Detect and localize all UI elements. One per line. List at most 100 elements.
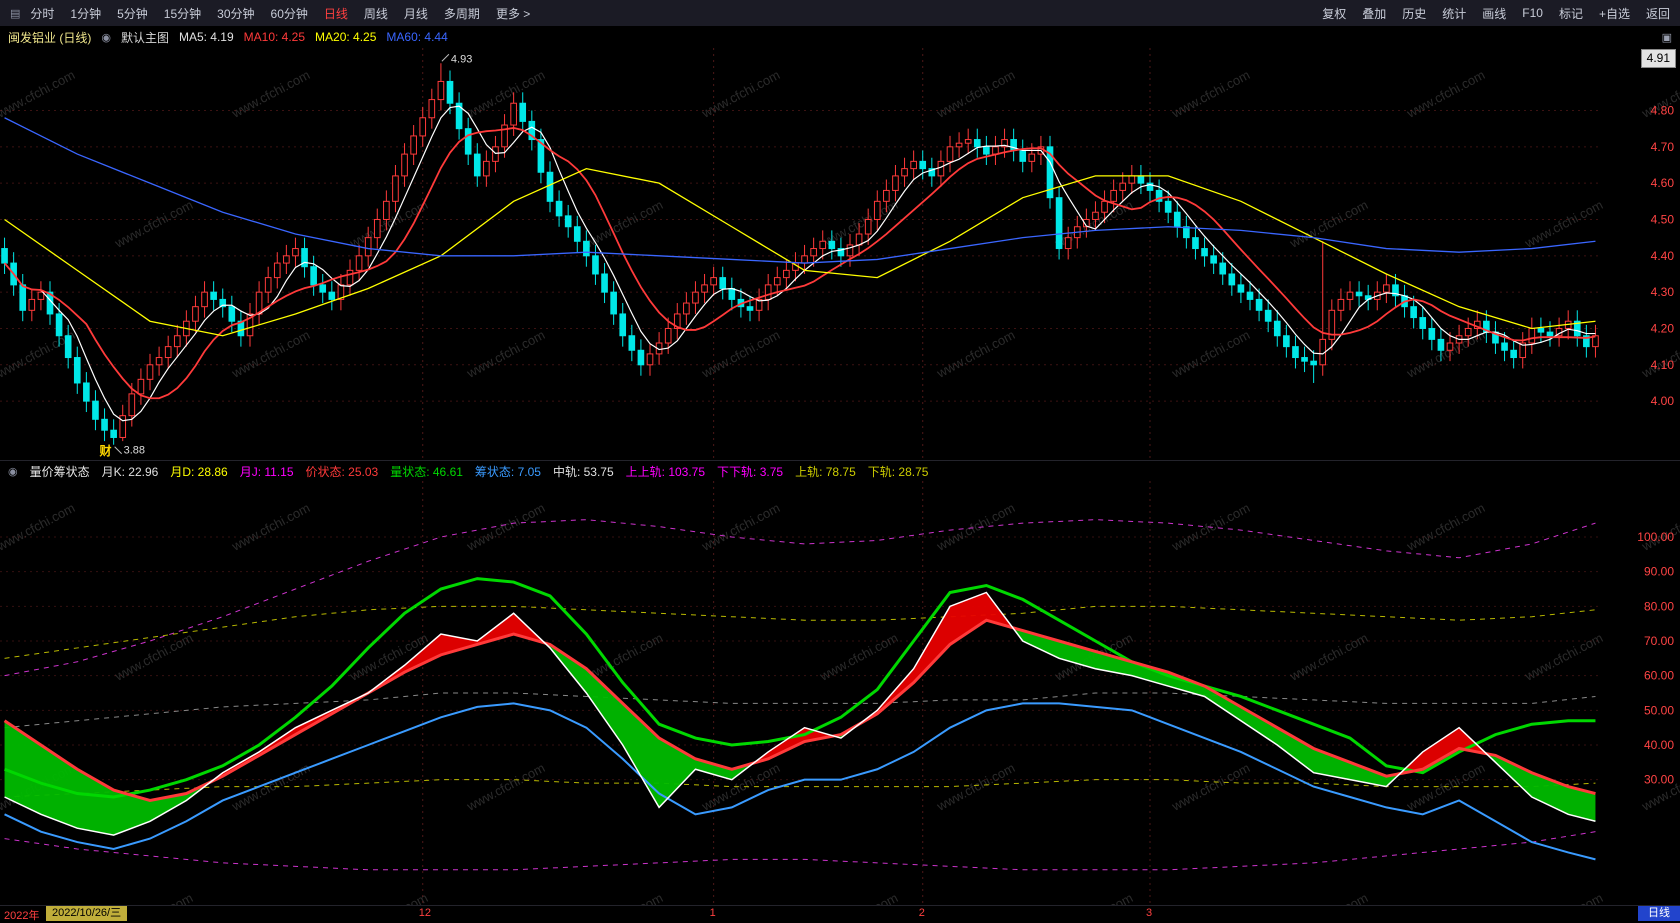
tab-daily[interactable]: 日线 (323, 6, 348, 21)
svg-text:www.cfchi.com: www.cfchi.com (581, 197, 665, 251)
svg-text:www.cfchi.com: www.cfchi.com (581, 457, 665, 460)
svg-text:80.00: 80.00 (1644, 599, 1674, 613)
svg-text:www.cfchi.com: www.cfchi.com (816, 457, 900, 460)
svg-text:www.cfchi.com: www.cfchi.com (1286, 457, 1370, 460)
svg-text:www.cfchi.com: www.cfchi.com (1286, 890, 1370, 905)
svg-text:4.20: 4.20 (1651, 321, 1675, 335)
svg-text:www.cfchi.com: www.cfchi.com (1521, 197, 1605, 251)
indicator-value-upper-band: 上轨: 78.75 (795, 464, 856, 479)
tab-weekly[interactable]: 周线 (363, 6, 388, 21)
svg-text:60.00: 60.00 (1644, 669, 1674, 683)
svg-text:www.cfchi.com: www.cfchi.com (1168, 67, 1252, 121)
svg-text:4.00: 4.00 (1651, 394, 1675, 408)
svg-text:www.cfchi.com: www.cfchi.com (698, 67, 782, 121)
svg-text:www.cfchi.com: www.cfchi.com (1051, 197, 1135, 251)
tab-15min[interactable]: 15分钟 (163, 6, 202, 21)
toolbar: ▤ 分时 1分钟 5分钟 15分钟 30分钟 60分钟 日线 周线 月线 多周期… (0, 0, 1680, 26)
svg-text:www.cfchi.com: www.cfchi.com (346, 457, 430, 460)
month-label: 2 (918, 907, 925, 919)
indicator-value-chip-state: 筹状态: 7.05 (474, 464, 541, 479)
svg-text:www.cfchi.com: www.cfchi.com (933, 67, 1017, 121)
tab-monthly[interactable]: 月线 (403, 6, 428, 21)
ma10-label: MA10: 4.25 (243, 30, 306, 44)
ma20-label: MA20: 4.25 (315, 30, 377, 44)
svg-text:www.cfchi.com: www.cfchi.com (111, 457, 195, 460)
date-axis-bar: 2022年 2022/10/26/三 12 1 2 3 日线 (0, 905, 1680, 922)
svg-text:www.cfchi.com: www.cfchi.com (0, 500, 77, 554)
stock-title[interactable]: 闽发铝业 (日线) (8, 30, 92, 45)
svg-text:3.88: 3.88 (124, 445, 145, 457)
action-fuquan[interactable]: 复权 (1322, 6, 1347, 21)
svg-text:www.cfchi.com: www.cfchi.com (1638, 500, 1680, 554)
svg-text:4.70: 4.70 (1651, 140, 1675, 154)
tab-more[interactable]: 更多 > (495, 6, 531, 21)
tab-5min[interactable]: 5分钟 (117, 6, 148, 21)
action-statistics[interactable]: 统计 (1442, 6, 1467, 21)
svg-text:www.cfchi.com: www.cfchi.com (933, 327, 1017, 381)
tab-60min[interactable]: 60分钟 (270, 6, 308, 21)
svg-text:www.cfchi.com: www.cfchi.com (698, 500, 782, 554)
tab-fenshi[interactable]: 分时 (30, 6, 55, 21)
period-indicator[interactable]: 日线 (1638, 906, 1680, 921)
svg-text:50.00: 50.00 (1644, 703, 1674, 717)
ma60-label: MA60: 4.44 (386, 30, 448, 44)
indicator-value-lower-band: 下轨: 28.75 (867, 464, 929, 479)
title-bar: 闽发铝业 (日线) ◉ 默认主图 MA5: 4.19 MA10: 4.25 MA… (0, 26, 1680, 48)
period-tabs: 分时 1分钟 5分钟 15分钟 30分钟 60分钟 日线 周线 月线 多周期 更… (30, 5, 530, 22)
svg-text:www.cfchi.com: www.cfchi.com (463, 500, 547, 554)
action-add-favorite[interactable]: +自选 (1598, 6, 1630, 21)
overlay-name[interactable]: 默认主图 (120, 30, 169, 45)
svg-text:70.00: 70.00 (1644, 634, 1674, 648)
indicator-value-lower-lower-band: 下下轨: 3.75 (717, 464, 784, 479)
indicator-name[interactable]: 量价筹状态 (29, 464, 90, 479)
svg-text:www.cfchi.com: www.cfchi.com (816, 890, 900, 905)
svg-text:4.10: 4.10 (1651, 358, 1675, 372)
window-layout-icon[interactable]: ▣ (1661, 31, 1672, 44)
indicator-value-upper-upper-band: 上上轨: 103.75 (625, 464, 706, 479)
svg-text:www.cfchi.com: www.cfchi.com (463, 327, 547, 381)
indicator-chart-svg[interactable]: www.cfchi.com www.cfchi.com www.cfchi.com w… (0, 481, 1680, 905)
tab-1min[interactable]: 1分钟 (70, 6, 102, 21)
action-overlay[interactable]: 叠加 (1362, 6, 1387, 21)
indicator-value-mid-band: 中轨: 53.75 (552, 464, 614, 479)
month-label: 1 (709, 907, 716, 919)
main-indicator-toggle-icon[interactable]: ◉ (101, 31, 111, 44)
tab-multi-period[interactable]: 多周期 (443, 6, 480, 21)
indicator-value-j: 月J: 11.15 (239, 464, 294, 479)
action-back[interactable]: 返回 (1645, 6, 1670, 21)
svg-text:www.cfchi.com: www.cfchi.com (1521, 457, 1605, 460)
svg-text:www.cfchi.com: www.cfchi.com (1051, 457, 1135, 460)
svg-text:www.cfchi.com: www.cfchi.com (228, 67, 312, 121)
svg-text:100.00: 100.00 (1637, 530, 1674, 544)
indicator-value-d: 月D: 28.86 (170, 464, 228, 479)
main-chart-svg[interactable]: www.cfchi.com www.cfchi.com www.cfchi.com w… (0, 48, 1680, 460)
price-max-box: 4.91 (1640, 49, 1676, 68)
indicator-toggle-icon[interactable]: ◉ (8, 465, 18, 478)
svg-text:www.cfchi.com: www.cfchi.com (0, 67, 77, 121)
svg-text:www.cfchi.com: www.cfchi.com (1638, 760, 1680, 814)
indicator-chart-panel[interactable]: www.cfchi.com www.cfchi.com www.cfchi.com w… (0, 481, 1680, 905)
svg-text:www.cfchi.com: www.cfchi.com (463, 67, 547, 121)
svg-text:4.30: 4.30 (1651, 285, 1675, 299)
svg-text:财: 财 (99, 443, 112, 458)
toolbar-actions: 复权 叠加 历史 统计 画线 F10 标记 +自选 返回 (1322, 5, 1670, 22)
svg-text:4.50: 4.50 (1651, 212, 1675, 226)
month-label: 12 (418, 907, 431, 919)
indicator-value-volume-state: 量状态: 46.61 (390, 464, 463, 479)
action-draw-line[interactable]: 画线 (1482, 6, 1507, 21)
menu-icon[interactable]: ▤ (10, 7, 21, 20)
action-f10[interactable]: F10 (1522, 6, 1543, 20)
svg-text:www.cfchi.com: www.cfchi.com (1286, 197, 1370, 251)
svg-text:www.cfchi.com: www.cfchi.com (1051, 890, 1135, 905)
svg-text:www.cfchi.com: www.cfchi.com (346, 890, 430, 905)
action-mark[interactable]: 标记 (1558, 6, 1583, 21)
tab-30min[interactable]: 30分钟 (217, 6, 255, 21)
svg-text:4.60: 4.60 (1651, 176, 1675, 190)
cursor-date-box: 2022/10/26/三 (46, 906, 128, 921)
svg-text:www.cfchi.com: www.cfchi.com (111, 630, 195, 684)
svg-text:4.80: 4.80 (1651, 103, 1675, 117)
svg-text:30.00: 30.00 (1644, 773, 1674, 787)
main-chart-panel[interactable]: www.cfchi.com www.cfchi.com www.cfchi.com w… (0, 48, 1680, 460)
ma5-label: MA5: 4.19 (178, 30, 234, 44)
action-history[interactable]: 历史 (1402, 6, 1427, 21)
